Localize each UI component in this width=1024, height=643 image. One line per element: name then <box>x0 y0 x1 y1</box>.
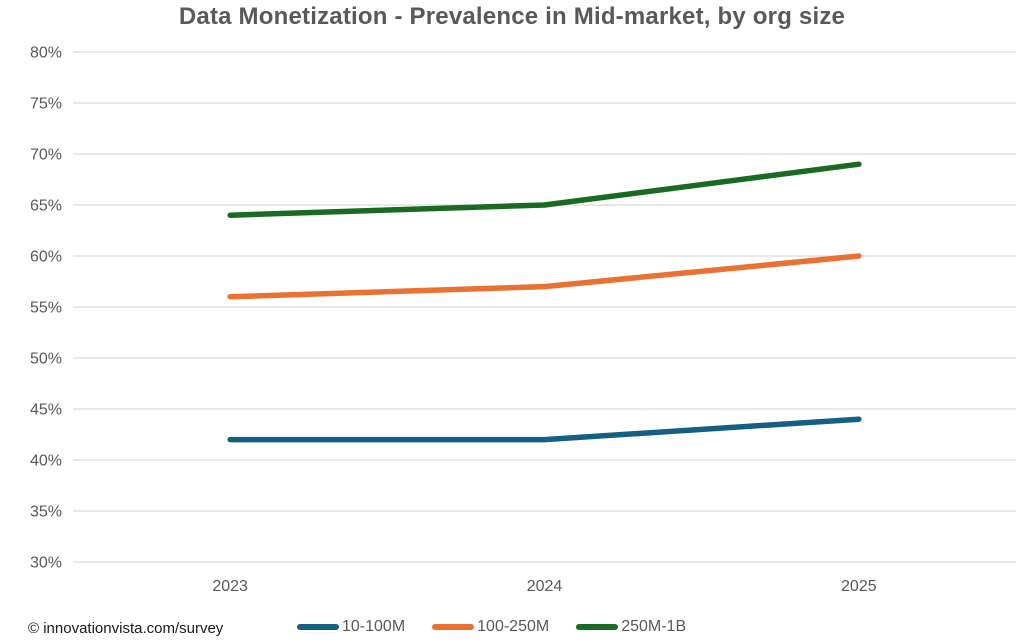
x-axis-label: 2025 <box>841 578 877 595</box>
x-axis-label: 2024 <box>527 578 563 595</box>
y-axis-tick-label: 40% <box>30 453 62 470</box>
y-axis-tick-label: 60% <box>30 249 62 266</box>
series-line-10-100M <box>227 416 862 443</box>
y-axis-tick-label: 50% <box>30 351 62 368</box>
y-axis-tick-label: 70% <box>30 147 62 164</box>
y-axis-tick-label: 30% <box>30 555 62 572</box>
y-axis-tick-label: 75% <box>30 96 62 113</box>
legend-item-10-100M: 10-100M <box>297 618 405 636</box>
legend-item-100-250M: 100-250M <box>432 618 549 636</box>
series-line-100-250M <box>227 253 862 300</box>
source-attribution: © innovationvista.com/survey <box>28 620 224 637</box>
line-chart-svg: 80% 75% 70% 65% 60% 55% 50% 45% 40% 35% 30% 2023 202… <box>30 45 1016 595</box>
y-axis-tick-label: 80% <box>30 45 62 62</box>
legend-marker-100-250M <box>432 624 475 630</box>
y-axis-tick-label: 35% <box>30 504 62 521</box>
legend-label: 100-250M <box>477 618 550 635</box>
y-axis-tick-label: 65% <box>30 198 62 215</box>
legend-label: 250M-1B <box>621 618 687 635</box>
x-axis-label: 2023 <box>212 578 248 595</box>
y-axis-tick-label: 55% <box>30 300 62 317</box>
series-line-250M-1B <box>227 161 862 218</box>
y-axis-tick-label: 45% <box>30 402 62 419</box>
chart-legend: 10-100M 100-250M 250M-1B <box>297 618 686 636</box>
legend-marker-250M-1B <box>576 624 619 630</box>
legend-label: 10-100M <box>342 618 406 635</box>
legend-item-250M-1B: 250M-1B <box>576 618 686 636</box>
legend-marker-10-100M <box>297 624 339 630</box>
chart-title: Data Monetization - Prevalence in Mid-ma… <box>178 3 846 30</box>
